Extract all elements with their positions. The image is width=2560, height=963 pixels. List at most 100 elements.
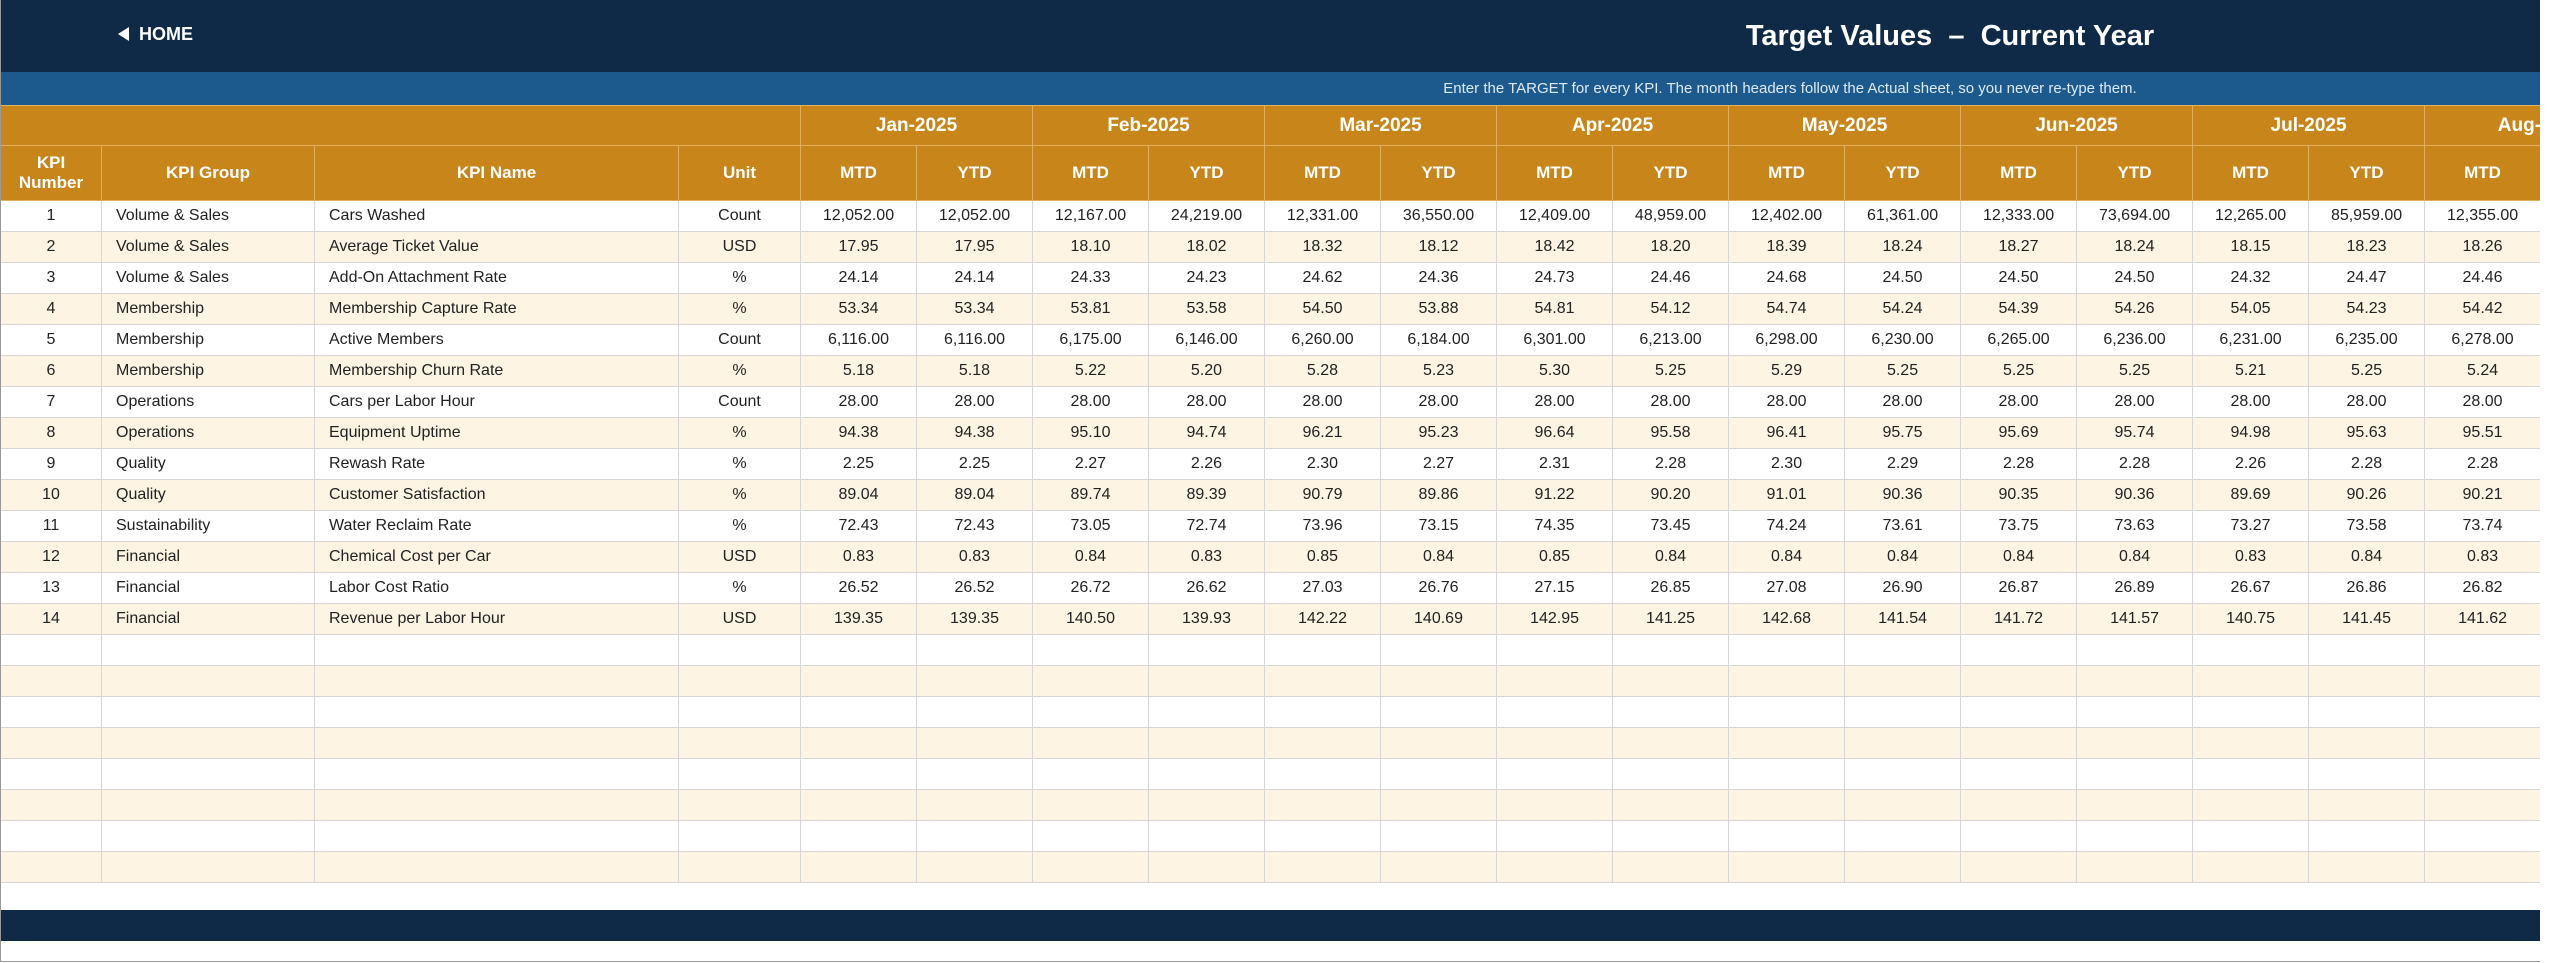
target-value: 53.81 bbox=[1032, 293, 1149, 325]
target-value: 6,235.00 bbox=[2308, 324, 2426, 356]
target-value: 73.27 bbox=[2192, 510, 2310, 542]
target-value: 18.20 bbox=[1612, 231, 1730, 263]
empty-cell bbox=[678, 634, 801, 666]
unit: Count bbox=[678, 386, 801, 418]
target-value: 89.39 bbox=[1148, 479, 1265, 511]
target-value: 28.00 bbox=[2076, 386, 2194, 418]
empty-cell bbox=[2076, 696, 2194, 728]
empty-cell bbox=[2076, 851, 2194, 883]
empty-cell bbox=[1728, 758, 1846, 790]
target-value: 53.58 bbox=[1148, 293, 1265, 325]
target-value: 89.04 bbox=[800, 479, 917, 511]
data-row: 5 Membership Active Members Count 6,116.00 6,… bbox=[0, 324, 2540, 356]
kpi-group: Volume & Sales bbox=[101, 262, 315, 294]
empty-cell bbox=[800, 634, 917, 666]
empty-cell bbox=[2192, 696, 2310, 728]
empty-cell bbox=[1728, 634, 1846, 666]
sub-header: YTD bbox=[2076, 145, 2194, 201]
target-value: 24.47 bbox=[2308, 262, 2426, 294]
empty-cell bbox=[2424, 634, 2540, 666]
empty-cell bbox=[1496, 758, 1614, 790]
target-value: 90.36 bbox=[1844, 479, 1962, 511]
target-value: 0.84 bbox=[1379, 541, 1498, 573]
empty-row bbox=[0, 727, 2540, 759]
empty-cell bbox=[2308, 696, 2426, 728]
empty-cell bbox=[2308, 789, 2426, 821]
kpi-name: Average Ticket Value bbox=[314, 231, 679, 263]
empty-cell bbox=[0, 696, 102, 728]
target-value: 28.00 bbox=[916, 386, 1033, 418]
target-value: 5.20 bbox=[1148, 355, 1265, 387]
empty-cell bbox=[1032, 634, 1149, 666]
target-value: 2.28 bbox=[2076, 448, 2194, 480]
kpi-name: Membership Churn Rate bbox=[314, 355, 679, 387]
target-value: 26.52 bbox=[916, 572, 1033, 604]
empty-cell bbox=[678, 727, 801, 759]
target-value: 18.24 bbox=[2076, 231, 2194, 263]
empty-cell bbox=[916, 758, 1033, 790]
target-value: 90.26 bbox=[2308, 479, 2426, 511]
target-value: 18.26 bbox=[2424, 231, 2540, 263]
empty-cell bbox=[1496, 634, 1614, 666]
empty-cell bbox=[1148, 634, 1265, 666]
kpi-group: Membership bbox=[101, 355, 315, 387]
target-value: 72.43 bbox=[800, 510, 917, 542]
target-value: 5.25 bbox=[1844, 355, 1962, 387]
kpi-name: Customer Satisfaction bbox=[314, 479, 679, 511]
empty-cell bbox=[1844, 665, 1962, 697]
target-value: 28.00 bbox=[2424, 386, 2540, 418]
kpi-group: Financial bbox=[101, 541, 315, 573]
empty-cell bbox=[1264, 665, 1381, 697]
kpi-group: Financial bbox=[101, 572, 315, 604]
empty-cell bbox=[2192, 789, 2310, 821]
kpi-number: 13 bbox=[0, 572, 102, 604]
target-value: 141.45 bbox=[2308, 603, 2426, 635]
empty-cell bbox=[1728, 696, 1846, 728]
target-value: 73.96 bbox=[1264, 510, 1381, 542]
target-value: 18.39 bbox=[1728, 231, 1846, 263]
empty-cell bbox=[1032, 851, 1149, 883]
sub-header: MTD bbox=[2192, 145, 2310, 201]
sub-header: YTD bbox=[1379, 145, 1498, 201]
target-value: 5.22 bbox=[1032, 355, 1149, 387]
target-value: 0.83 bbox=[2424, 541, 2540, 573]
empty-cell bbox=[1148, 789, 1265, 821]
empty-row bbox=[0, 634, 2540, 666]
target-value: 5.25 bbox=[1960, 355, 2078, 387]
target-value: 18.12 bbox=[1379, 231, 1498, 263]
kpi-name: Active Members bbox=[314, 324, 679, 356]
target-value: 24.46 bbox=[2424, 262, 2540, 294]
table-wrap: Jan-2025 Feb-2025 Mar-2025 Apr-2025 May-2025… bbox=[0, 105, 2540, 885]
target-value: 89.69 bbox=[2192, 479, 2310, 511]
empty-cell bbox=[2424, 665, 2540, 697]
kpi-number: 2 bbox=[0, 231, 102, 263]
empty-cell bbox=[1264, 789, 1381, 821]
empty-cell bbox=[800, 820, 917, 852]
target-value: 28.00 bbox=[2308, 386, 2426, 418]
kpi-group: Sustainability bbox=[101, 510, 315, 542]
sub-header: MTD bbox=[1032, 145, 1149, 201]
data-row: 8 Operations Equipment Uptime% 94.38 94.38 95… bbox=[0, 417, 2540, 449]
target-value: 18.02 bbox=[1148, 231, 1265, 263]
target-value: 18.42 bbox=[1496, 231, 1614, 263]
empty-cell bbox=[1148, 696, 1265, 728]
target-value: 73.61 bbox=[1844, 510, 1962, 542]
column-header: Unit bbox=[678, 145, 801, 201]
empty-cell bbox=[1728, 727, 1846, 759]
unit: USD bbox=[678, 603, 801, 635]
kpi-group: Quality bbox=[101, 448, 315, 480]
target-value: 12,333.00 bbox=[1960, 200, 2078, 232]
empty-cell bbox=[314, 727, 679, 759]
home-button[interactable]: HOME bbox=[118, 24, 193, 45]
empty-cell bbox=[2192, 851, 2310, 883]
target-value: 73,694.00 bbox=[2076, 200, 2194, 232]
month-header: Jun-2025 bbox=[1960, 105, 2194, 146]
target-value: 18.23 bbox=[2308, 231, 2426, 263]
target-value: 73.74 bbox=[2424, 510, 2540, 542]
sub-header: MTD bbox=[1728, 145, 1846, 201]
data-row: 4 Membership Membership Capture Rate% 53.34… bbox=[0, 293, 2540, 325]
target-value: 0.84 bbox=[1960, 541, 2078, 573]
target-value: 24.33 bbox=[1032, 262, 1149, 294]
target-value: 5.25 bbox=[2308, 355, 2426, 387]
unit: % bbox=[678, 417, 801, 449]
